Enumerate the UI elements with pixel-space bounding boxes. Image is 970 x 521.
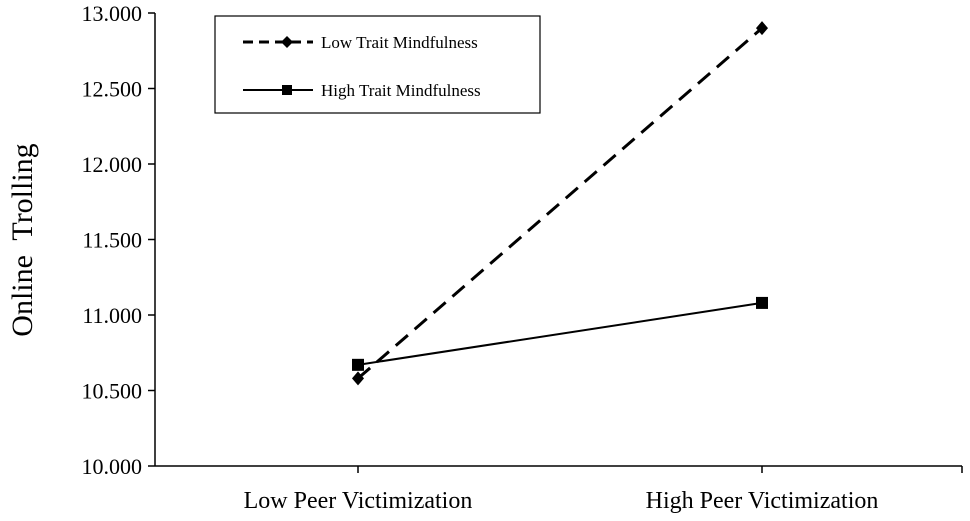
- series-line-low: [357, 26, 763, 380]
- data-point-diamond: [352, 371, 364, 386]
- legend: Low Trait Mindfulness High Trait Mindful…: [214, 15, 541, 114]
- y-tick-label: 11.500: [82, 228, 142, 253]
- x-ticks: Low Peer Victimization High Peer Victimiz…: [244, 466, 963, 514]
- x-category-label: High Peer Victimization: [646, 488, 879, 514]
- legend-label-high: High Trait Mindfulness: [321, 81, 481, 100]
- x-category-label: Low Peer Victimization: [244, 488, 473, 514]
- data-point-square: [352, 358, 364, 371]
- data-point-diamond: [756, 21, 768, 36]
- y-tick-label: 12.500: [82, 77, 143, 102]
- series-layer: [352, 21, 768, 386]
- y-ticks: 10.000 10.500 11.000 11.500 12.000 12.500 13.0…: [82, 1, 155, 479]
- data-point-square: [756, 296, 768, 309]
- y-tick-label: 10.500: [82, 379, 143, 404]
- legend-box: [214, 15, 541, 114]
- y-tick-label: 11.000: [82, 303, 142, 328]
- y-tick-label: 12.000: [82, 152, 143, 177]
- y-axis-label: Online Trolling: [6, 143, 39, 336]
- y-tick-label: 13.000: [82, 1, 143, 26]
- legend-marker-square: [282, 85, 292, 95]
- legend-label-low: Low Trait Mindfulness: [321, 33, 478, 52]
- legend-marker-diamond: [281, 36, 293, 48]
- y-tick-label: 10.000: [82, 454, 143, 479]
- series-line-high: [357, 301, 763, 366]
